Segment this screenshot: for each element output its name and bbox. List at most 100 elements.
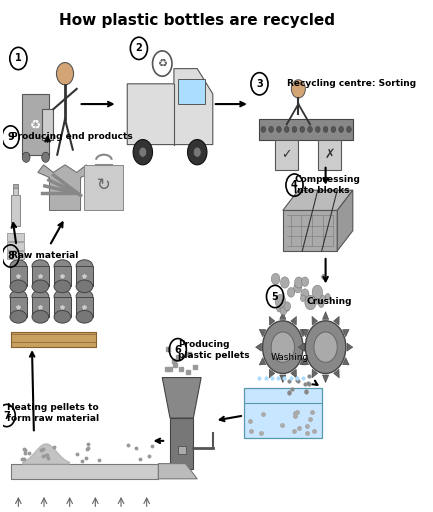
Polygon shape (302, 357, 309, 365)
Circle shape (291, 80, 305, 98)
Text: 2: 2 (136, 44, 142, 53)
Polygon shape (158, 464, 197, 479)
Polygon shape (291, 369, 297, 378)
Ellipse shape (54, 260, 71, 272)
Text: Heating pellets to
form raw material: Heating pellets to form raw material (6, 403, 99, 423)
Circle shape (271, 273, 280, 285)
Circle shape (277, 126, 281, 133)
Text: How plastic bottles are recycled: How plastic bottles are recycled (59, 13, 335, 28)
Circle shape (300, 126, 304, 133)
Text: 1: 1 (15, 53, 22, 63)
Text: Producing
plastic pellets: Producing plastic pellets (178, 339, 249, 360)
Polygon shape (275, 139, 298, 170)
Ellipse shape (10, 310, 27, 323)
Ellipse shape (32, 260, 49, 272)
Circle shape (314, 332, 337, 362)
Polygon shape (38, 165, 92, 210)
Text: 8: 8 (7, 251, 14, 261)
Polygon shape (10, 332, 96, 347)
Polygon shape (318, 139, 341, 170)
Circle shape (277, 305, 282, 312)
Polygon shape (269, 369, 275, 378)
Circle shape (280, 306, 287, 315)
Circle shape (262, 321, 303, 373)
Polygon shape (333, 369, 339, 378)
Polygon shape (10, 464, 158, 479)
Polygon shape (283, 190, 353, 210)
Circle shape (284, 126, 289, 133)
Circle shape (261, 126, 266, 133)
Polygon shape (333, 316, 339, 325)
Text: ✓: ✓ (281, 148, 292, 161)
Ellipse shape (76, 310, 93, 323)
Ellipse shape (32, 290, 49, 303)
Bar (32, 296, 49, 317)
Text: ♻: ♻ (157, 58, 167, 69)
Circle shape (323, 126, 328, 133)
Circle shape (316, 126, 320, 133)
Polygon shape (300, 329, 307, 337)
Polygon shape (312, 369, 317, 378)
FancyBboxPatch shape (178, 79, 205, 104)
Circle shape (319, 301, 324, 308)
Polygon shape (337, 190, 353, 251)
Bar (10, 296, 27, 317)
Circle shape (281, 277, 289, 288)
Polygon shape (343, 357, 349, 365)
Circle shape (301, 277, 309, 286)
Polygon shape (170, 418, 194, 468)
Ellipse shape (32, 310, 49, 323)
Ellipse shape (76, 260, 93, 272)
Text: 3: 3 (256, 79, 263, 89)
Circle shape (194, 147, 201, 157)
Polygon shape (259, 357, 266, 365)
Circle shape (315, 298, 320, 304)
Text: Producing end products: Producing end products (10, 133, 132, 141)
Polygon shape (269, 316, 275, 325)
Bar (76, 266, 93, 286)
Ellipse shape (10, 280, 27, 293)
Circle shape (275, 294, 286, 308)
Bar (76, 296, 93, 317)
Polygon shape (280, 312, 286, 319)
Text: Washing: Washing (271, 353, 310, 362)
Text: Raw material: Raw material (10, 251, 78, 261)
Circle shape (322, 274, 326, 280)
Text: ✗: ✗ (324, 148, 335, 161)
Circle shape (305, 321, 346, 373)
Circle shape (294, 283, 302, 293)
Ellipse shape (10, 260, 27, 272)
Polygon shape (283, 210, 337, 251)
Circle shape (285, 306, 289, 311)
Polygon shape (304, 343, 310, 351)
Circle shape (284, 302, 291, 311)
Bar (13, 187, 18, 195)
Circle shape (339, 126, 343, 133)
Ellipse shape (76, 290, 93, 303)
Polygon shape (280, 375, 286, 382)
Polygon shape (343, 329, 349, 337)
Circle shape (288, 288, 295, 297)
Circle shape (331, 126, 336, 133)
Bar (54, 266, 71, 286)
Circle shape (346, 126, 351, 133)
Polygon shape (298, 343, 304, 351)
Bar (6, 251, 24, 259)
Polygon shape (300, 357, 307, 365)
Circle shape (271, 332, 294, 362)
Polygon shape (347, 343, 353, 351)
Polygon shape (302, 329, 309, 337)
Polygon shape (259, 329, 266, 337)
Circle shape (308, 126, 312, 133)
Polygon shape (162, 377, 201, 418)
Circle shape (320, 295, 326, 303)
Circle shape (294, 277, 303, 288)
Ellipse shape (54, 310, 71, 323)
Text: ↻: ↻ (97, 176, 111, 194)
Text: Crushing: Crushing (306, 297, 352, 306)
Bar (10, 195, 20, 226)
Circle shape (292, 126, 297, 133)
Polygon shape (84, 165, 123, 210)
Circle shape (133, 139, 152, 165)
Polygon shape (244, 388, 322, 438)
